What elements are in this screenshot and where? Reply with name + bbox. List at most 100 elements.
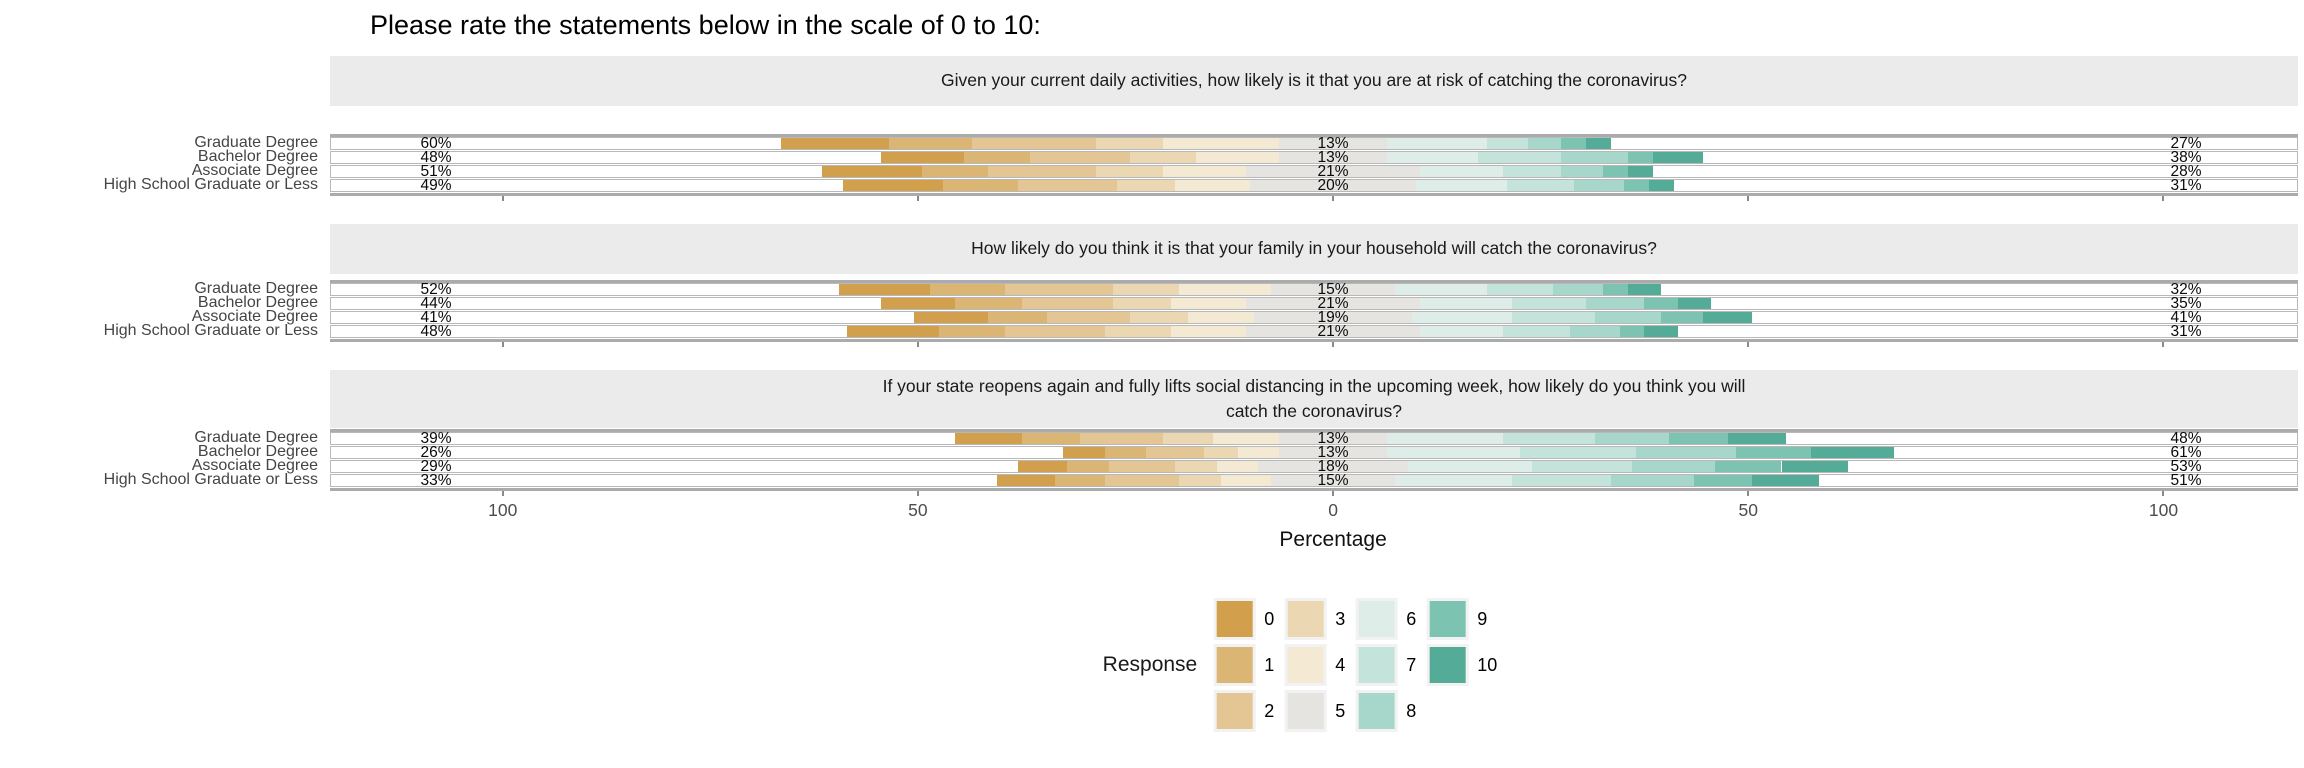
bar-row: [330, 446, 2298, 459]
low-percent-label: 39%: [420, 429, 452, 447]
bar-segment-response-4: [1179, 284, 1271, 295]
panel-bottom-rule: [330, 193, 2298, 196]
high-percent-label: 32%: [2170, 280, 2202, 298]
y-axis-category-label: Bachelor Degree: [197, 443, 318, 460]
bar-segment-response-7: [1478, 152, 1562, 163]
legend-column: 6 7 8: [1355, 598, 1416, 732]
legend-key: [1355, 690, 1398, 732]
bar-segment-response-3: [1204, 447, 1238, 458]
panel-question: If your state reopens again and fully li…: [882, 375, 1746, 421]
bar-row: [330, 297, 2298, 310]
bar-segment-response-0: [780, 138, 889, 149]
panel-strip: Given your current daily activities, how…: [330, 56, 2298, 106]
neutral-percent-label: 13%: [1317, 148, 1349, 166]
bar-segment-response-1: [930, 284, 1006, 295]
legend-key: [1213, 690, 1256, 732]
bar-segment-response-6: [1411, 312, 1512, 323]
bar-segment-response-5: [1270, 475, 1396, 486]
bar-segment-response-4: [1187, 312, 1255, 323]
legend-label-7: 7: [1406, 654, 1417, 675]
bar-segment-response-6: [1387, 433, 1504, 444]
bar-segment-response-10: [1677, 298, 1711, 309]
bar-segment-response-8: [1573, 180, 1624, 191]
bar-segment-response-3: [1117, 180, 1176, 191]
bar-segment-response-10: [1752, 475, 1819, 486]
neutral-percent-label: 13%: [1317, 443, 1349, 461]
legend-entry: 3: [1284, 598, 1345, 640]
legend-entry: 1: [1213, 644, 1274, 686]
bar-segment-response-3: [1113, 284, 1180, 295]
legend-entry: 9: [1426, 598, 1497, 640]
bar-segment-response-4: [1216, 461, 1259, 472]
bar-segment-response-3: [1096, 138, 1163, 149]
bar-segment-response-1: [942, 180, 1018, 191]
bar-segment-response-7: [1486, 138, 1529, 149]
x-axis-title: Percentage: [1279, 528, 1387, 551]
legend-key: [1284, 644, 1327, 686]
y-axis-category-label: Graduate Degree: [194, 134, 318, 151]
low-percent-label: 51%: [420, 162, 452, 180]
bar-segment-response-4: [1237, 447, 1280, 458]
high-percent-label: 51%: [2170, 471, 2202, 489]
bar-segment-response-3: [1175, 461, 1217, 472]
high-percent-label: 31%: [2170, 176, 2202, 194]
bar-segment-response-6: [1416, 180, 1508, 191]
axis-tick-mark: [916, 491, 919, 496]
bar-segment-response-4: [1212, 433, 1280, 444]
x-axis-tick-label: 50: [908, 500, 928, 520]
bar-segment-response-5: [1245, 298, 1421, 309]
bar-segment-response-4: [1175, 180, 1251, 191]
legend-entry: 10: [1426, 644, 1497, 686]
bar-segment-response-10: [1727, 433, 1786, 444]
y-axis-category-label: Associate Degree: [191, 308, 318, 325]
legend-entry: 0: [1213, 598, 1274, 640]
y-axis-category-label: High School Graduate or Less: [103, 471, 318, 488]
bar-segment-response-6: [1387, 447, 1520, 458]
legend-swatch-4: [1287, 647, 1324, 683]
bar-row: [330, 460, 2298, 473]
bar-segment-response-3: [1162, 433, 1213, 444]
legend-swatch-7: [1358, 647, 1395, 683]
bar-segment-response-0: [847, 326, 939, 337]
axis-tick-mark: [916, 342, 919, 347]
bar-segment-response-0: [996, 475, 1055, 486]
bar-row: [330, 325, 2298, 338]
legend-swatch-5: [1287, 693, 1324, 729]
y-axis-category-label: Associate Degree: [191, 162, 318, 179]
legend-entry: 7: [1355, 644, 1416, 686]
high-percent-label: 61%: [2170, 443, 2202, 461]
panel-question: Given your current daily activities, how…: [940, 70, 1688, 91]
legend-swatch-9: [1429, 601, 1466, 637]
bar-segment-response-4: [1162, 138, 1280, 149]
bar-segment-response-9: [1602, 166, 1628, 177]
legend-key: [1284, 598, 1327, 640]
axis-tick-mark: [2162, 491, 2165, 496]
bar-segment-response-6: [1387, 152, 1479, 163]
legend-swatch-0: [1216, 601, 1253, 637]
low-percent-label: 48%: [420, 148, 452, 166]
bar-segment-response-7: [1507, 180, 1574, 191]
bar-segment-response-10: [1702, 312, 1753, 323]
bar-segment-response-5: [1245, 166, 1421, 177]
bar-segment-response-6: [1420, 298, 1512, 309]
bar-segment-response-8: [1528, 138, 1562, 149]
legend-label-2: 2: [1264, 700, 1275, 721]
bar-segment-response-0: [843, 180, 943, 191]
low-percent-label: 52%: [420, 280, 452, 298]
bar-segment-response-4: [1220, 475, 1271, 486]
legend-column: 0 1 2: [1213, 598, 1274, 732]
high-percent-label: 35%: [2170, 294, 2202, 312]
panel-top-rule: [330, 134, 2298, 137]
bar-segment-response-8: [1594, 433, 1670, 444]
neutral-percent-label: 21%: [1317, 322, 1349, 340]
bar-segment-response-8: [1611, 475, 1695, 486]
low-percent-label: 26%: [420, 443, 452, 461]
bar-segment-response-1: [1104, 447, 1147, 458]
bar-segment-response-5: [1279, 433, 1388, 444]
bar-segment-response-10: [1810, 447, 1894, 458]
bar-segment-response-7: [1486, 284, 1554, 295]
y-axis-category-label: Bachelor Degree: [197, 294, 318, 311]
neutral-percent-label: 13%: [1317, 134, 1349, 152]
low-percent-label: 48%: [420, 322, 452, 340]
y-axis-category-label: High School Graduate or Less: [103, 176, 318, 193]
